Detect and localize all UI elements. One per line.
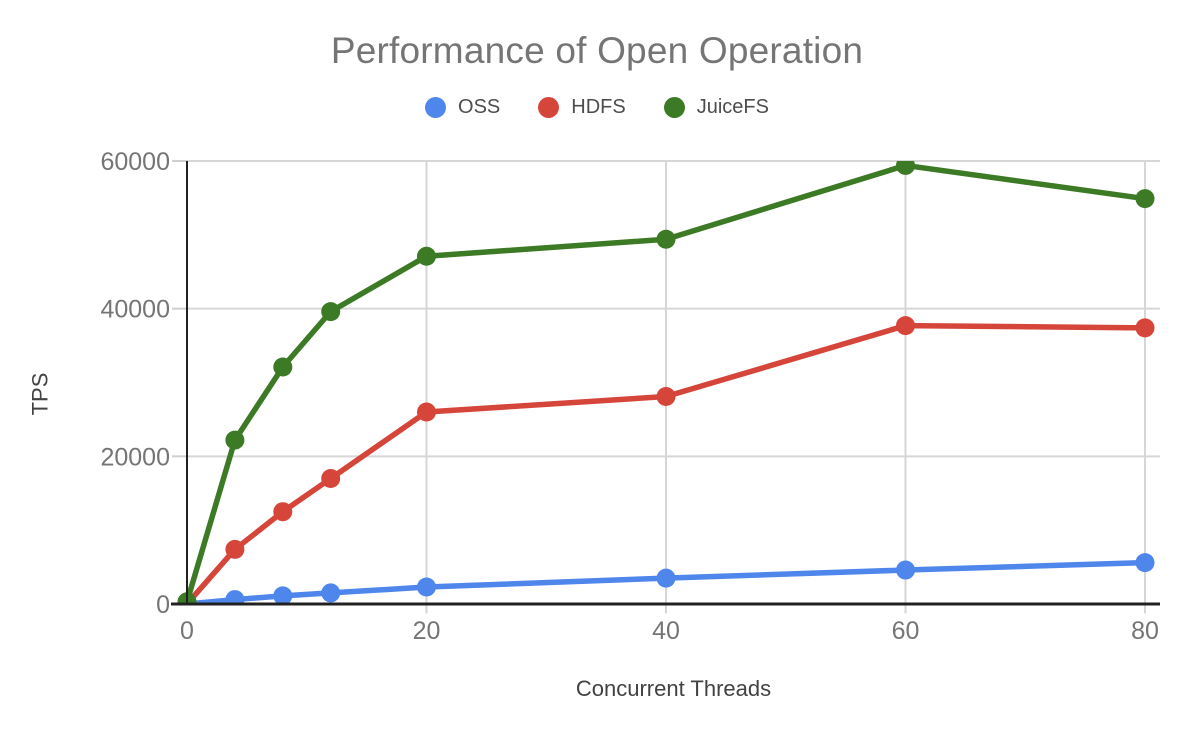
legend-label-oss: OSS <box>458 96 501 118</box>
legend-item-hdfs: HDFS <box>538 96 626 119</box>
data-point <box>417 577 436 597</box>
data-point <box>225 539 245 559</box>
x-tick-label: 60 <box>892 617 920 645</box>
tick-labels: 0 20000 40000 60000 0 20 40 60 80 <box>100 148 1158 645</box>
legend-item-oss: OSS <box>425 96 500 119</box>
oss-series-swatch-icon <box>425 97 447 118</box>
data-point <box>1135 553 1155 573</box>
x-tick-label: 20 <box>413 617 441 645</box>
data-point <box>1135 189 1155 209</box>
legend: OSS HDFS JuiceFS <box>0 96 1194 119</box>
data-point <box>896 316 915 336</box>
data-point <box>417 246 436 266</box>
x-tick-label: 80 <box>1131 617 1159 645</box>
data-point <box>225 590 245 604</box>
y-tick-label: 20000 <box>100 443 170 471</box>
x-gridlines <box>425 161 1146 614</box>
hdfs-series-swatch-icon <box>538 97 560 118</box>
y-tick-label: 60000 <box>100 148 170 176</box>
legend-label-hdfs: HDFS <box>571 96 626 118</box>
series-juicefs <box>177 161 1155 604</box>
y-tick-label: 40000 <box>100 296 170 324</box>
juicefs-series-swatch-icon <box>663 97 685 118</box>
data-point <box>656 229 676 249</box>
series-hdfs <box>177 316 1155 604</box>
y-tick-label: 0 <box>156 591 170 619</box>
data-point <box>417 402 436 422</box>
y-axis-title: TPS <box>27 372 53 416</box>
x-tick-label: 0 <box>180 617 194 645</box>
data-point <box>321 468 341 488</box>
data-point <box>321 302 341 322</box>
data-point <box>656 568 676 588</box>
legend-item-juicefs: JuiceFS <box>663 96 769 119</box>
data-point <box>896 560 915 580</box>
data-point <box>1135 318 1155 338</box>
series-line <box>184 322 1148 604</box>
data-point <box>321 583 341 603</box>
y-gridlines <box>172 160 1160 458</box>
data-point <box>273 586 293 604</box>
x-tick-label: 40 <box>652 617 680 645</box>
axes <box>171 161 1160 606</box>
chart-title: Performance of Open Operation <box>330 30 864 71</box>
data-point <box>273 502 293 522</box>
data-point <box>656 387 676 407</box>
legend-label-juicefs: JuiceFS <box>696 96 769 118</box>
data-point <box>225 430 245 450</box>
data-point <box>273 357 293 377</box>
data-point <box>896 161 915 175</box>
x-axis-title: Concurrent Threads <box>575 676 772 701</box>
series-line <box>184 162 1148 604</box>
